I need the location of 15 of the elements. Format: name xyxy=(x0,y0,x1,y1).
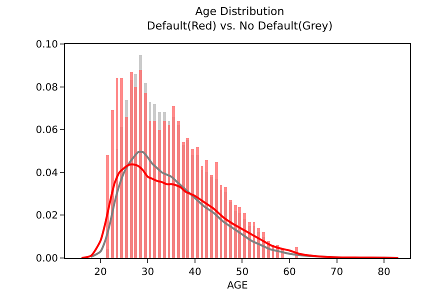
y-tick-label: 0.00 xyxy=(36,254,58,264)
y-tick-label: 0.08 xyxy=(36,82,58,94)
x-tick-label: 20 xyxy=(94,267,107,278)
chart-title: Age Distribution Default(Red) vs. No Default(Grey) xyxy=(146,5,333,32)
x-tick-label: 70 xyxy=(330,267,344,278)
x-tick-label: 80 xyxy=(378,267,390,278)
x-axis-title: AGE xyxy=(227,280,248,292)
y-tick-label: 0.02 xyxy=(36,210,58,222)
x-tick-label: 40 xyxy=(188,267,202,278)
x-tick-label: 50 xyxy=(236,267,249,278)
x-tick-label: 60 xyxy=(283,267,296,278)
y-tick-label: 0.10 xyxy=(36,40,58,50)
y-tick-label: 0.04 xyxy=(36,168,58,179)
x-tick-label: 30 xyxy=(141,267,154,278)
y-tick-label: 0.06 xyxy=(36,125,58,136)
